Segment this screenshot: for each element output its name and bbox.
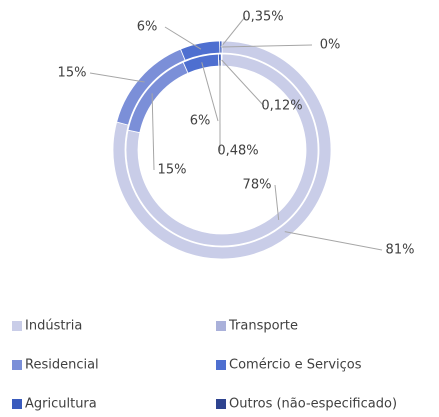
legend-swatch bbox=[216, 360, 226, 370]
legend-swatch bbox=[12, 321, 22, 331]
data-label: 0% bbox=[320, 38, 341, 53]
legend-swatch bbox=[216, 399, 226, 409]
legend-label: Residencial bbox=[25, 358, 99, 373]
leader-line bbox=[152, 93, 154, 170]
data-label: 15% bbox=[158, 163, 187, 178]
legend-label: Transporte bbox=[228, 319, 298, 334]
legend-label: Comércio e Serviços bbox=[229, 358, 362, 373]
legend-label: Outros (não-especificado) bbox=[229, 397, 397, 412]
leader-line bbox=[202, 62, 218, 121]
data-label: 0,35% bbox=[242, 10, 283, 25]
legend-label: Agricultura bbox=[25, 397, 97, 412]
leader-line bbox=[165, 27, 201, 49]
data-label: 81% bbox=[386, 243, 415, 258]
data-label: 15% bbox=[58, 66, 87, 81]
legend-swatch bbox=[12, 360, 22, 370]
data-label: 0,48% bbox=[217, 144, 258, 159]
data-label: 0,12% bbox=[261, 99, 302, 114]
data-label: 6% bbox=[137, 20, 158, 35]
leader-line bbox=[90, 73, 145, 82]
legend-swatch bbox=[12, 399, 22, 409]
legend-label: Indústria bbox=[25, 319, 82, 334]
legend-swatch bbox=[216, 321, 226, 331]
data-label: 78% bbox=[243, 178, 272, 193]
data-label: 6% bbox=[190, 114, 211, 129]
leader-line bbox=[285, 232, 382, 250]
